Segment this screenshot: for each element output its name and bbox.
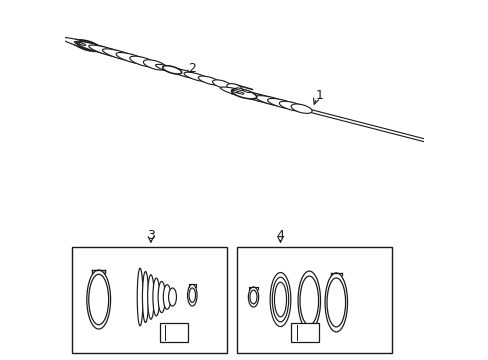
Ellipse shape	[269, 273, 290, 327]
Ellipse shape	[155, 64, 188, 75]
Ellipse shape	[169, 68, 199, 78]
Ellipse shape	[102, 49, 140, 62]
Ellipse shape	[325, 273, 347, 332]
Ellipse shape	[87, 270, 110, 329]
Ellipse shape	[143, 60, 166, 70]
Ellipse shape	[89, 45, 131, 59]
Ellipse shape	[89, 274, 108, 325]
Ellipse shape	[235, 88, 243, 91]
Ellipse shape	[168, 288, 176, 306]
Ellipse shape	[226, 84, 242, 92]
Bar	[72, 247, 226, 353]
FancyBboxPatch shape	[160, 323, 187, 342]
Ellipse shape	[298, 271, 320, 330]
Ellipse shape	[212, 80, 231, 89]
Text: 3: 3	[147, 229, 155, 242]
Ellipse shape	[220, 87, 267, 101]
Ellipse shape	[232, 90, 275, 103]
Ellipse shape	[232, 90, 239, 93]
Ellipse shape	[163, 66, 182, 74]
Ellipse shape	[75, 41, 122, 56]
Ellipse shape	[237, 92, 244, 94]
Ellipse shape	[198, 76, 221, 85]
Ellipse shape	[137, 268, 142, 326]
Ellipse shape	[129, 56, 157, 67]
Ellipse shape	[267, 99, 297, 109]
Ellipse shape	[243, 90, 250, 93]
Ellipse shape	[248, 287, 258, 307]
Ellipse shape	[300, 276, 318, 325]
Ellipse shape	[74, 40, 100, 51]
Text: 4: 4	[276, 229, 284, 242]
Ellipse shape	[79, 43, 85, 45]
Ellipse shape	[187, 284, 197, 306]
Ellipse shape	[116, 53, 148, 64]
Text: 2: 2	[188, 62, 196, 75]
Ellipse shape	[142, 271, 148, 323]
Ellipse shape	[153, 278, 160, 316]
Ellipse shape	[290, 104, 311, 113]
Ellipse shape	[61, 37, 113, 54]
Ellipse shape	[158, 282, 165, 312]
Ellipse shape	[77, 42, 83, 45]
Ellipse shape	[74, 41, 81, 44]
Bar	[237, 247, 391, 353]
Ellipse shape	[163, 285, 170, 309]
Ellipse shape	[272, 277, 288, 322]
Ellipse shape	[189, 288, 195, 302]
Ellipse shape	[279, 101, 304, 111]
Ellipse shape	[326, 278, 345, 327]
Ellipse shape	[274, 282, 286, 317]
FancyBboxPatch shape	[291, 323, 319, 342]
Ellipse shape	[255, 96, 289, 107]
Ellipse shape	[231, 89, 256, 99]
Ellipse shape	[249, 290, 257, 304]
Text: 1: 1	[316, 89, 324, 102]
Ellipse shape	[244, 93, 282, 105]
Ellipse shape	[147, 275, 154, 319]
Ellipse shape	[183, 72, 210, 82]
